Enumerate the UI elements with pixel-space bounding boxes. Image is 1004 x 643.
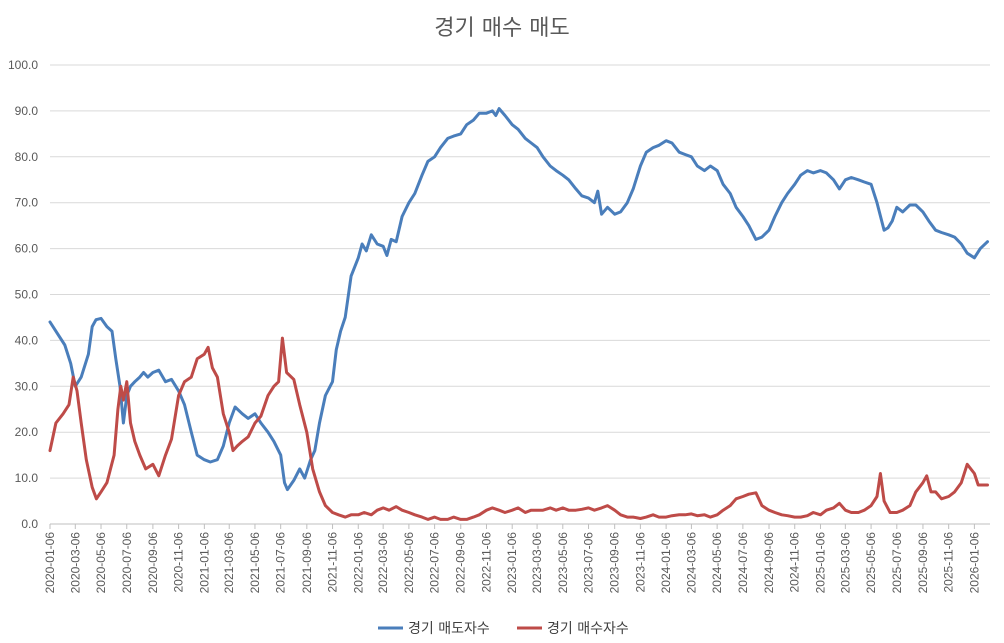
- y-tick-label: 20.0: [15, 425, 39, 439]
- x-tick-label: 2024-05-06: [710, 532, 724, 594]
- x-tick-label: 2024-07-06: [736, 532, 750, 594]
- x-tick-label: 2020-09-06: [146, 532, 160, 594]
- y-tick-label: 80.0: [15, 150, 39, 164]
- legend-label-sell: 경기 매도자수: [408, 621, 490, 637]
- x-tick-label: 2021-11-06: [326, 532, 340, 593]
- x-axis-ticks: 2020-01-06 2020-03-06 2020-05-06 2020-07-06…: [43, 524, 981, 593]
- x-tick-label: 2021-01-06: [197, 532, 211, 594]
- y-tick-label: 60.0: [15, 242, 39, 256]
- x-tick-label: 2023-05-06: [556, 532, 570, 594]
- gridlines: [50, 64, 990, 525]
- legend: 경기 매도자수 경기 매수자수: [378, 621, 629, 637]
- x-tick-label: 2023-03-06: [530, 532, 544, 594]
- y-tick-label: 40.0: [15, 333, 39, 347]
- x-tick-label: 2022-09-06: [454, 532, 468, 594]
- x-tick-label: 2026-01-06: [967, 532, 981, 594]
- x-tick-label: 2020-11-06: [172, 532, 186, 593]
- x-tick-label: 2025-05-06: [864, 532, 878, 594]
- x-tick-label: 2020-01-06: [43, 532, 57, 594]
- x-tick-label: 2023-09-06: [608, 532, 622, 594]
- legend-label-buy: 경기 매수자수: [547, 621, 629, 637]
- x-tick-label: 2025-03-06: [838, 532, 852, 594]
- x-tick-label: 2021-09-06: [300, 532, 314, 594]
- x-tick-label: 2024-09-06: [762, 532, 776, 594]
- y-tick-label: 70.0: [15, 196, 39, 210]
- x-tick-label: 2024-03-06: [684, 532, 698, 594]
- x-tick-label: 2024-11-06: [788, 532, 802, 593]
- x-tick-label: 2025-11-06: [942, 532, 956, 593]
- x-tick-label: 2022-03-06: [376, 532, 390, 594]
- x-tick-label: 2025-07-06: [890, 532, 904, 594]
- x-tick-label: 2022-11-06: [479, 532, 493, 593]
- x-tick-label: 2023-11-06: [633, 532, 647, 593]
- x-tick-label: 2023-01-06: [505, 532, 519, 594]
- chart-title: 경기 매수 매도: [434, 16, 570, 41]
- x-tick-label: 2021-07-06: [274, 532, 288, 594]
- x-tick-label: 2020-05-06: [94, 532, 108, 594]
- x-tick-label: 2020-03-06: [68, 532, 82, 594]
- x-tick-label: 2025-09-06: [916, 532, 930, 594]
- x-tick-label: 2023-07-06: [582, 532, 596, 594]
- series-line-buy: [48, 336, 989, 521]
- x-tick-label: 2022-07-06: [428, 532, 442, 594]
- y-axis-ticks: 0.0 10.0 20.0 30.0 40.0 50.0 60.0 70.0 80.0 90.0 1…: [8, 58, 38, 531]
- y-tick-label: 30.0: [15, 379, 39, 393]
- x-tick-label: 2020-07-06: [120, 532, 134, 594]
- y-tick-label: 50.0: [15, 288, 39, 302]
- y-tick-label: 90.0: [15, 104, 39, 118]
- series-line-sell: [48, 107, 989, 492]
- x-tick-label: 2025-01-06: [813, 532, 827, 594]
- x-tick-label: 2024-01-06: [659, 532, 673, 594]
- y-tick-label: 0.0: [21, 517, 38, 531]
- x-tick-label: 2021-05-06: [248, 532, 262, 594]
- x-tick-label: 2022-05-06: [402, 532, 416, 594]
- y-tick-label: 100.0: [8, 58, 38, 72]
- x-tick-label: 2022-01-06: [351, 532, 365, 594]
- series-lines: [48, 107, 989, 521]
- x-tick-label: 2021-03-06: [222, 532, 236, 594]
- y-tick-label: 10.0: [15, 471, 39, 485]
